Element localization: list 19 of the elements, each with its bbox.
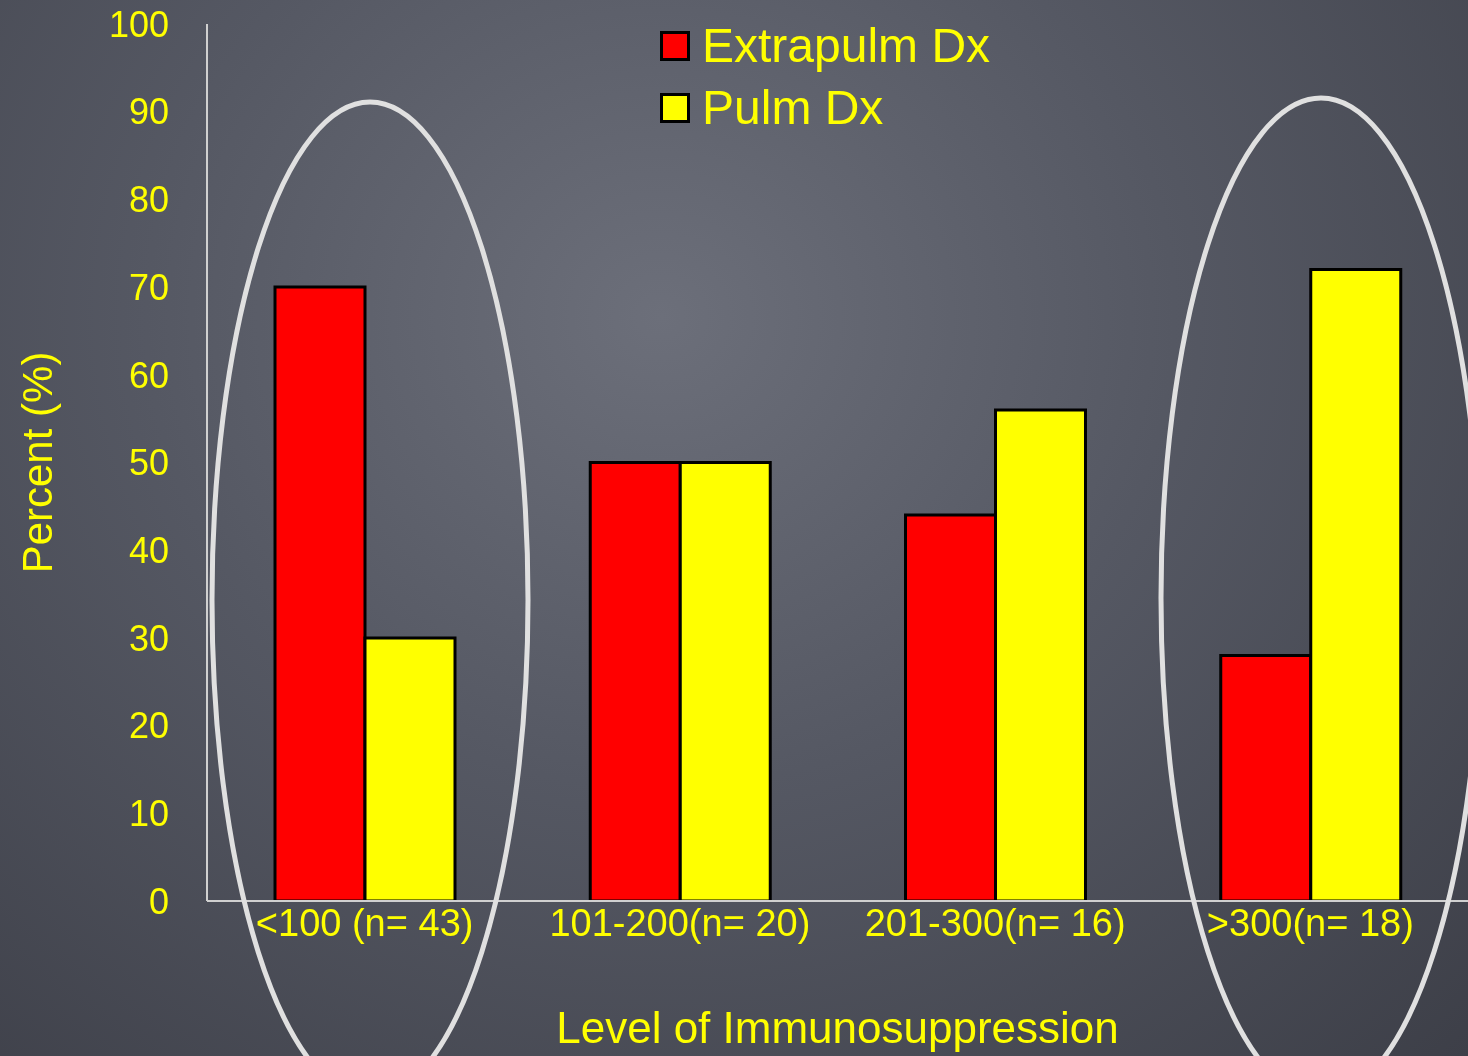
y-tick-label: 60 <box>128 354 169 396</box>
x-tick-label: <100 (n= 43) <box>255 901 474 944</box>
y-tick-label: 80 <box>128 179 169 221</box>
x-tick-label: >300(n= 18) <box>1206 901 1414 944</box>
y-tick-label: 50 <box>128 442 169 484</box>
y-tick-label: 40 <box>128 529 169 571</box>
y-tick-label: 90 <box>128 91 169 133</box>
x-tick-label: 201-300(n= 16) <box>864 901 1126 944</box>
x-axis-title: Level of Immunosuppression <box>556 1003 1119 1052</box>
y-tick-label: 10 <box>128 793 169 835</box>
x-tick-label: 101-200(n= 20) <box>549 901 811 944</box>
y-tick-label: 70 <box>128 266 169 308</box>
y-axis-title: Percent (%) <box>13 351 61 574</box>
legend-label: Pulm Dx <box>701 80 885 136</box>
y-tick-label: 100 <box>108 3 169 45</box>
y-tick-label: 30 <box>128 617 169 659</box>
y-tick-label: 0 <box>148 880 169 922</box>
y-tick-label: 20 <box>128 705 169 747</box>
legend-label: Extrapulm Dx <box>701 18 992 74</box>
